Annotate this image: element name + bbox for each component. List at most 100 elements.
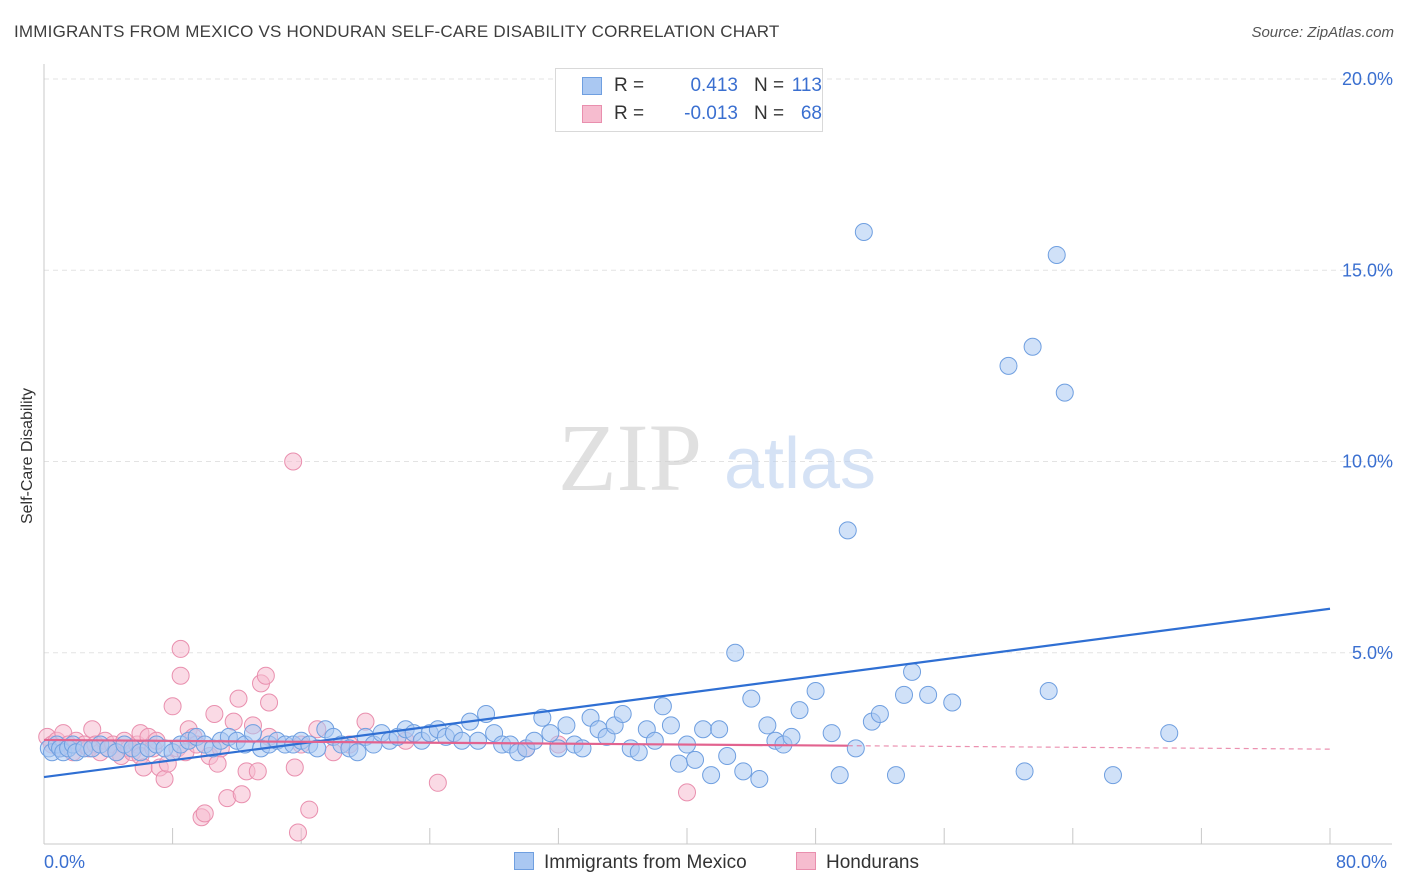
n-value: 68 — [800, 103, 822, 124]
mexico-point — [1047, 245, 1066, 264]
hondurans-point — [300, 800, 319, 819]
mexico-point — [830, 766, 849, 785]
legend-label-hondurans: Hondurans — [826, 852, 919, 873]
mexico-point — [895, 685, 914, 704]
mexico-point — [886, 766, 905, 785]
y-tick-label: 15.0% — [1342, 260, 1393, 280]
mexico-point — [718, 747, 737, 766]
mexico-point — [653, 697, 672, 716]
mexico-point — [943, 693, 962, 712]
legend-swatch-hondurans — [796, 852, 816, 870]
mexico-point — [669, 754, 688, 773]
hondurans-trend-line — [43, 738, 848, 747]
watermark-zip: ZIP — [558, 404, 702, 511]
mexico-point — [694, 720, 713, 739]
mexico-point — [533, 708, 552, 727]
r-label: R = — [614, 103, 645, 124]
hondurans-swatch — [582, 105, 602, 123]
mexico-point — [645, 731, 664, 750]
y-tick-label: 10.0% — [1342, 452, 1393, 472]
chart-title: IMMIGRANTS FROM MEXICO VS HONDURAN SELF-… — [14, 22, 780, 41]
hondurans-point — [155, 769, 174, 788]
hondurans-point — [195, 804, 214, 823]
mexico-point — [1023, 337, 1042, 356]
source-credit: Source: ZipAtlas.com — [1251, 24, 1394, 41]
mexico-point — [557, 716, 576, 735]
x-tick-label-max: 80.0% — [1336, 852, 1388, 872]
mexico-point — [549, 739, 568, 758]
y-tick-label: 20.0% — [1342, 69, 1393, 89]
hondurans-point — [163, 697, 182, 716]
legend-item-hondurans: Hondurans — [796, 852, 919, 874]
mexico-point — [903, 662, 922, 681]
r-label: R = — [614, 75, 645, 96]
legend-swatch-mexico — [514, 852, 534, 870]
mexico-point — [525, 731, 544, 750]
mexico-point — [742, 689, 761, 708]
hondurans-point — [229, 689, 248, 708]
mexico-point — [726, 643, 745, 662]
mexico-point — [613, 704, 632, 723]
hondurans-point — [232, 785, 251, 804]
hondurans-point — [288, 823, 307, 842]
mexico-point — [1160, 724, 1179, 743]
legend-label-mexico: Immigrants from Mexico — [544, 852, 747, 873]
mexico-swatch — [582, 77, 602, 95]
hondurans-point — [224, 712, 243, 731]
mexico-point — [999, 356, 1018, 375]
hondurans-point — [171, 666, 190, 685]
watermark-atlas: atlas — [724, 424, 876, 504]
n-value: 113 — [791, 75, 822, 96]
mexico-point — [838, 521, 857, 540]
watermark: ZIP atlas — [558, 404, 876, 511]
axes — [43, 64, 1392, 845]
hondurans-trend-extension — [847, 745, 1331, 750]
mexico-point — [750, 769, 769, 788]
x-tick-label-min: 0.0% — [44, 852, 86, 872]
mexico-point — [758, 716, 777, 735]
mexico-point — [1103, 766, 1122, 785]
hondurans-point — [356, 712, 375, 731]
mexico-point — [1055, 383, 1074, 402]
r-value: 0.413 — [690, 75, 738, 96]
mexico-point — [308, 739, 327, 758]
mexico-point — [686, 750, 705, 769]
mexico-point — [782, 727, 801, 746]
mexico-point — [629, 743, 648, 762]
hondurans-point — [205, 704, 224, 723]
mexico-point — [710, 720, 729, 739]
mexico-point — [452, 731, 471, 750]
mexico-point — [573, 739, 592, 758]
mexico-point — [541, 724, 560, 743]
hondurans-point — [256, 666, 275, 685]
hondurans-point — [260, 693, 279, 712]
mexico-point — [870, 704, 889, 723]
mexico-point — [806, 682, 825, 700]
mexico-point — [919, 685, 938, 704]
stats-legend: R = 0.413 N = 113 R = -0.013 N = 68 — [555, 68, 823, 132]
gridlines — [44, 78, 1392, 654]
r-value: -0.013 — [684, 103, 738, 124]
trend-lines — [43, 607, 1331, 779]
hondurans-point — [248, 762, 267, 781]
legend-item-mexico: Immigrants from Mexico — [514, 852, 747, 874]
mexico-trend-line — [43, 607, 1331, 779]
hondurans-points — [38, 452, 696, 842]
hondurans-point — [678, 783, 696, 802]
mexico-point — [790, 701, 809, 720]
mexico-point — [348, 743, 367, 762]
mexico-point — [854, 223, 873, 241]
hondurans-point — [428, 773, 447, 792]
mexico-point — [661, 716, 680, 735]
hondurans-point — [208, 754, 227, 773]
mexico-point — [822, 724, 841, 743]
n-label: N = — [754, 103, 785, 124]
y-tick-labels: 5.0% 10.0% 15.0% 20.0% — [1342, 69, 1393, 663]
hondurans-point — [284, 452, 303, 471]
hondurans-point — [134, 758, 153, 777]
mexico-point — [1015, 762, 1034, 781]
mexico-point — [243, 724, 262, 743]
n-label: N = — [754, 75, 785, 96]
mexico-point — [846, 739, 865, 758]
